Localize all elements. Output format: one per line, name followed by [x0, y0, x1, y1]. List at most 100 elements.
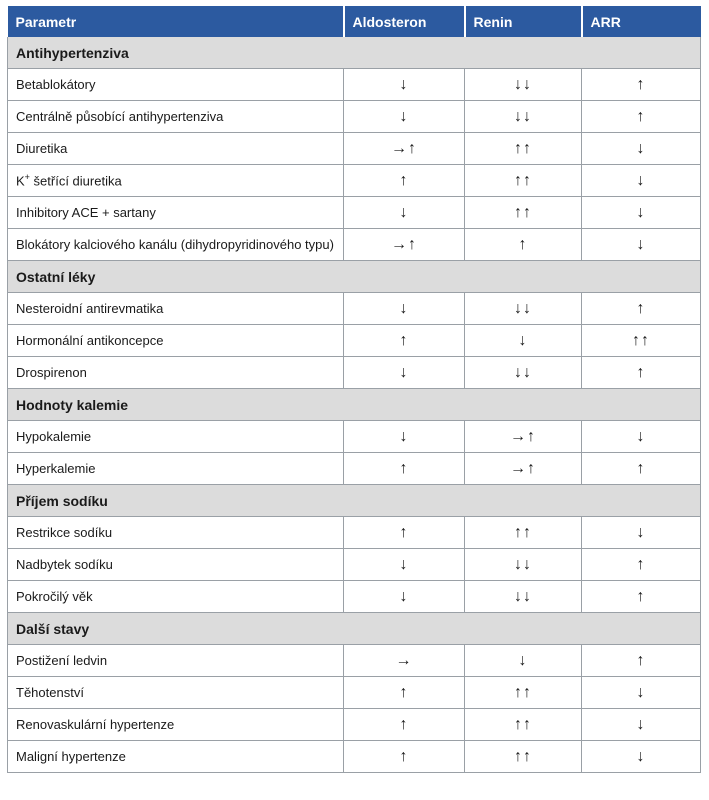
cell-renin: ↑↑	[464, 164, 582, 197]
table-row: Inhibitory ACE + sartany ↓ ↑↑ ↓	[7, 196, 701, 229]
section-title: Další stavy	[7, 612, 701, 645]
cell-aldosteron: →↑	[343, 132, 465, 165]
table-row: Nadbytek sodíku ↓ ↓↓ ↑	[7, 548, 701, 581]
row-label: Renovaskulární hypertenze	[7, 708, 344, 741]
cell-renin: ↑↑	[464, 740, 582, 773]
cell-arr: ↓	[581, 196, 701, 229]
table-row: Restrikce sodíku ↑ ↑↑ ↓	[7, 516, 701, 549]
cell-arr: ↓	[581, 164, 701, 197]
table-body: Antihypertenziva Betablokátory ↓ ↓↓ ↑ Centrál…	[7, 37, 701, 773]
section-row: Ostatní léky	[7, 260, 701, 293]
cell-arr: ↑	[581, 452, 701, 485]
table-row: Nesteroidní antirevmatika ↓ ↓↓ ↑	[7, 292, 701, 325]
cell-aldosteron: ↑	[343, 516, 465, 549]
cell-renin: ↑↑	[464, 196, 582, 229]
section-title: Hodnoty kalemie	[7, 388, 701, 421]
cell-aldosteron: ↓	[343, 420, 465, 453]
table-row: K+ šetřící diuretika ↑ ↑↑ ↓	[7, 164, 701, 197]
section-row: Hodnoty kalemie	[7, 388, 701, 421]
cell-arr: ↑	[581, 100, 701, 133]
cell-renin: ↓↓	[464, 580, 582, 613]
cell-renin: ↑↑	[464, 132, 582, 165]
table-row: Blokátory kalciového kanálu (dihydropyri…	[7, 228, 701, 261]
cell-aldosteron: ↓	[343, 292, 465, 325]
table-row: Hyperkalemie ↑ →↑ ↑	[7, 452, 701, 485]
row-label-superscript: +	[24, 172, 30, 183]
cell-renin: ↑↑	[464, 676, 582, 709]
cell-renin: →↑	[464, 420, 582, 453]
cell-renin: ↑↑	[464, 708, 582, 741]
table-row: Postižení ledvin → ↓ ↑	[7, 644, 701, 677]
cell-aldosteron: →↑	[343, 228, 465, 261]
row-label: Betablokátory	[7, 68, 344, 101]
cell-aldosteron: ↑	[343, 452, 465, 485]
cell-aldosteron: ↓	[343, 356, 465, 389]
cell-aldosteron: ↑	[343, 740, 465, 773]
cell-arr: ↓	[581, 516, 701, 549]
cell-aldosteron: ↓	[343, 580, 465, 613]
parameter-table: Parametr Aldosteron Renin ARR Antihypert…	[7, 6, 701, 773]
cell-arr: ↑	[581, 548, 701, 581]
row-label: Nadbytek sodíku	[7, 548, 344, 581]
section-row: Další stavy	[7, 612, 701, 645]
row-label: Nesteroidní antirevmatika	[7, 292, 344, 325]
row-label-text: šetřící diuretika	[29, 173, 122, 189]
cell-renin: ↑↑	[464, 516, 582, 549]
table-row: Těhotenství ↑ ↑↑ ↓	[7, 676, 701, 709]
cell-aldosteron: ↓	[343, 548, 465, 581]
cell-arr: ↓	[581, 676, 701, 709]
cell-arr: ↓	[581, 132, 701, 165]
section-row: Příjem sodíku	[7, 484, 701, 517]
cell-renin: ↓	[464, 644, 582, 677]
row-label: Hypokalemie	[7, 420, 344, 453]
cell-renin: ↓↓	[464, 548, 582, 581]
cell-renin: →↑	[464, 452, 582, 485]
cell-arr: ↓	[581, 420, 701, 453]
cell-arr: ↓	[581, 740, 701, 773]
header-renin: Renin	[463, 6, 582, 37]
cell-aldosteron: ↑	[343, 676, 465, 709]
cell-arr: ↑↑	[581, 324, 701, 357]
row-label: Postižení ledvin	[7, 644, 344, 677]
table-row: Drospirenon ↓ ↓↓ ↑	[7, 356, 701, 389]
row-label: Centrálně působící antihypertenziva	[7, 100, 344, 133]
section-row: Antihypertenziva	[7, 37, 701, 69]
cell-renin: ↓	[464, 324, 582, 357]
section-title: Ostatní léky	[7, 260, 701, 293]
cell-aldosteron: ↑	[343, 324, 465, 357]
table-row: Hypokalemie ↓ →↑ ↓	[7, 420, 701, 453]
cell-arr: ↓	[581, 708, 701, 741]
header-parametr: Parametr	[7, 6, 344, 37]
table-row: Centrálně působící antihypertenziva ↓ ↓↓ ↑	[7, 100, 701, 133]
cell-renin: ↑	[464, 228, 582, 261]
section-title: Antihypertenziva	[7, 37, 701, 69]
table-row: Diuretika →↑ ↑↑ ↓	[7, 132, 701, 165]
table-row: Pokročilý věk ↓ ↓↓ ↑	[7, 580, 701, 613]
row-label: Maligní hypertenze	[7, 740, 344, 773]
row-label: Blokátory kalciového kanálu (dihydropyri…	[7, 228, 344, 261]
cell-renin: ↓↓	[464, 356, 582, 389]
table-row: Hormonální antikoncepce ↑ ↓ ↑↑	[7, 324, 701, 357]
row-label: Diuretika	[7, 132, 344, 165]
cell-arr: ↑	[581, 356, 701, 389]
cell-arr: ↑	[581, 68, 701, 101]
row-label: Pokročilý věk	[7, 580, 344, 613]
cell-aldosteron: ↓	[343, 68, 465, 101]
cell-renin: ↓↓	[464, 68, 582, 101]
cell-arr: ↑	[581, 644, 701, 677]
row-label-prefix: K	[16, 173, 25, 189]
cell-aldosteron: ↓	[343, 196, 465, 229]
cell-arr: ↓	[581, 228, 701, 261]
cell-aldosteron: ↓	[343, 100, 465, 133]
cell-renin: ↓↓	[464, 100, 582, 133]
row-label: Hyperkalemie	[7, 452, 344, 485]
row-label: Restrikce sodíku	[7, 516, 344, 549]
cell-aldosteron: →	[343, 644, 465, 677]
cell-arr: ↑	[581, 292, 701, 325]
header-arr: ARR	[580, 6, 701, 37]
header-aldosteron: Aldosteron	[342, 6, 465, 37]
table-row: Betablokátory ↓ ↓↓ ↑	[7, 68, 701, 101]
table-row: Renovaskulární hypertenze ↑ ↑↑ ↓	[7, 708, 701, 741]
row-label: Inhibitory ACE + sartany	[7, 196, 344, 229]
section-title: Příjem sodíku	[7, 484, 701, 517]
